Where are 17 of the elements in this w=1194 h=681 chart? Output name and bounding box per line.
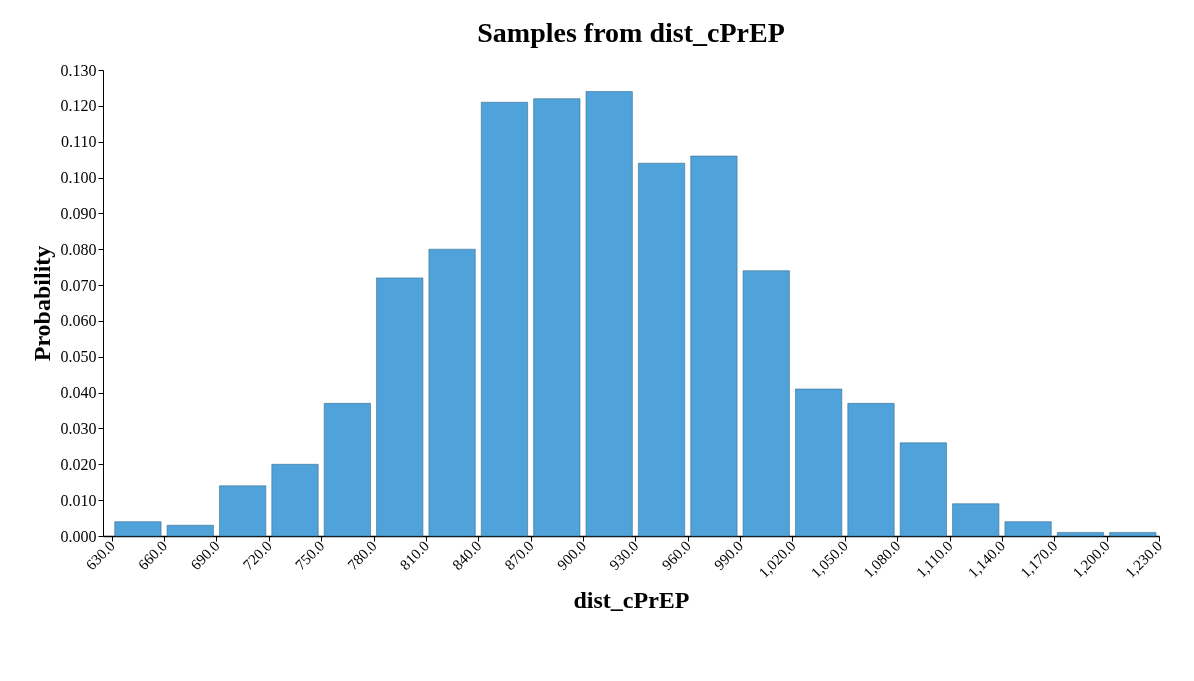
y-tick-label: 0.120 [60,97,97,115]
y-tick-label: 0.010 [60,491,97,509]
y-tick-label: 0.080 [60,240,97,258]
y-tick-label: 0.070 [60,276,97,294]
y-tick-label: 0.000 [60,527,97,545]
y-tick-label: 0.030 [60,419,97,437]
y-tick-label: 0.110 [61,133,97,151]
y-tick-label: 0.040 [60,384,97,402]
y-tick-label: 0.100 [60,169,97,187]
y-tick-label: 0.130 [60,61,97,79]
chart-title: Samples from dist_cPrEP [477,17,785,48]
y-tick-label: 0.050 [60,348,97,366]
y-tick-label: 0.020 [60,455,97,473]
x-axis-title: dist_cPrEP [573,586,690,613]
y-tick-label: 0.060 [60,312,97,330]
y-axis-title: Probability [28,245,55,362]
y-tick-label: 0.090 [60,204,97,222]
